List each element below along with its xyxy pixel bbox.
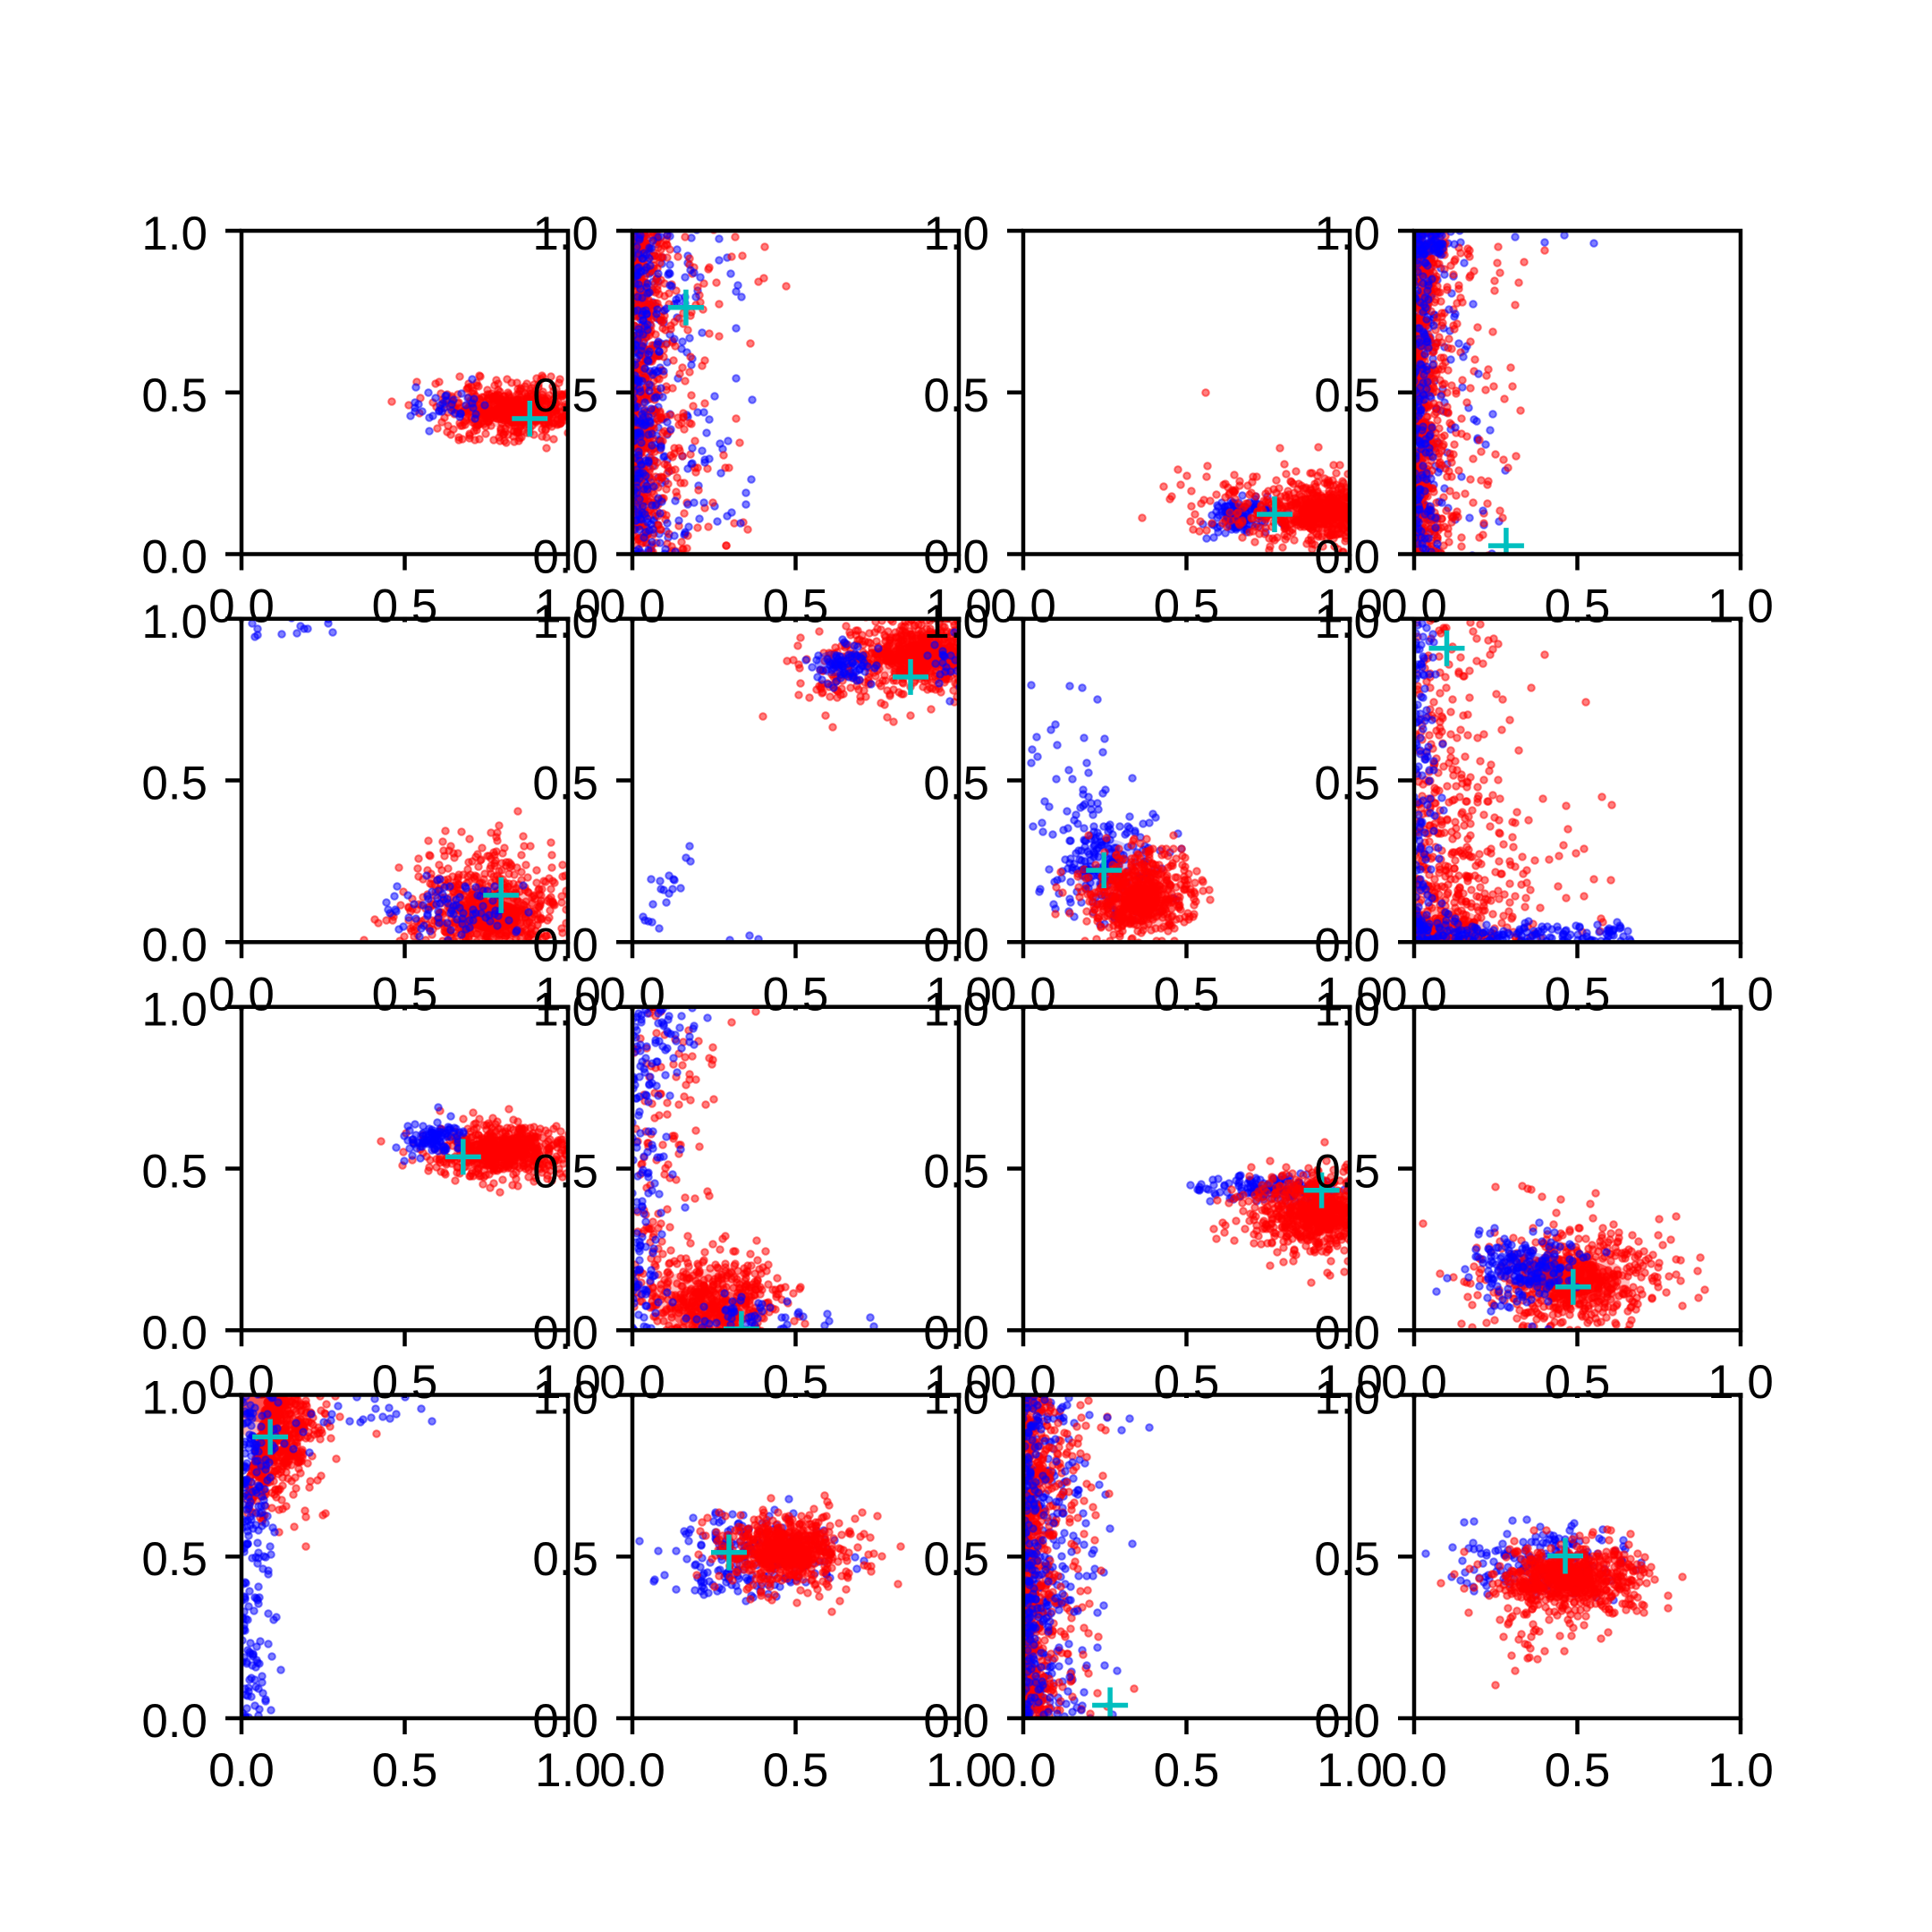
svg-text:0.5: 0.5 bbox=[763, 968, 829, 1021]
svg-text:0.5: 0.5 bbox=[532, 758, 598, 810]
svg-text:0.0: 0.0 bbox=[532, 919, 598, 971]
svg-text:0.0: 0.0 bbox=[1314, 1695, 1380, 1748]
svg-text:0.5: 0.5 bbox=[141, 1146, 208, 1199]
svg-text:0.5: 0.5 bbox=[532, 369, 598, 422]
svg-text:0.0: 0.0 bbox=[1314, 919, 1380, 971]
svg-text:1.0: 1.0 bbox=[141, 984, 208, 1037]
svg-text:1.0: 1.0 bbox=[1317, 1744, 1383, 1797]
svg-text:0.5: 0.5 bbox=[923, 758, 989, 810]
svg-text:1.0: 1.0 bbox=[532, 984, 598, 1037]
svg-text:1.0: 1.0 bbox=[535, 1744, 601, 1797]
svg-text:0.5: 0.5 bbox=[1545, 580, 1611, 633]
svg-text:0.5: 0.5 bbox=[763, 1744, 829, 1797]
svg-text:0.5: 0.5 bbox=[763, 580, 829, 633]
svg-text:0.5: 0.5 bbox=[763, 1356, 829, 1409]
svg-text:0.5: 0.5 bbox=[923, 1146, 989, 1199]
svg-text:0.5: 0.5 bbox=[1154, 1744, 1220, 1797]
svg-text:0.5: 0.5 bbox=[141, 369, 208, 422]
svg-text:0.0: 0.0 bbox=[923, 1695, 989, 1748]
svg-text:1.0: 1.0 bbox=[1314, 1372, 1380, 1425]
svg-text:0.0: 0.0 bbox=[923, 531, 989, 584]
svg-text:0.5: 0.5 bbox=[532, 1146, 598, 1199]
svg-text:0.5: 0.5 bbox=[1314, 758, 1380, 810]
svg-text:0.0: 0.0 bbox=[1314, 531, 1380, 584]
svg-text:0.0: 0.0 bbox=[532, 531, 598, 584]
svg-text:0.5: 0.5 bbox=[532, 1533, 598, 1586]
svg-text:0.5: 0.5 bbox=[923, 369, 989, 422]
svg-text:0.5: 0.5 bbox=[1314, 1533, 1380, 1586]
svg-text:1.0: 1.0 bbox=[532, 1372, 598, 1425]
svg-text:0.5: 0.5 bbox=[1545, 1744, 1611, 1797]
svg-text:0.0: 0.0 bbox=[923, 919, 989, 971]
svg-text:0.5: 0.5 bbox=[923, 1533, 989, 1586]
svg-text:0.0: 0.0 bbox=[141, 531, 208, 584]
svg-text:0.0: 0.0 bbox=[532, 1695, 598, 1748]
svg-text:0.0: 0.0 bbox=[532, 1307, 598, 1360]
svg-text:0.0: 0.0 bbox=[141, 919, 208, 971]
svg-text:0.0: 0.0 bbox=[141, 1307, 208, 1360]
svg-text:0.0: 0.0 bbox=[599, 1744, 665, 1797]
svg-text:0.0: 0.0 bbox=[1314, 1307, 1380, 1360]
svg-text:1.0: 1.0 bbox=[532, 596, 598, 648]
svg-text:1.0: 1.0 bbox=[532, 208, 598, 260]
svg-text:0.5: 0.5 bbox=[141, 758, 208, 810]
svg-text:0.0: 0.0 bbox=[141, 1695, 208, 1748]
svg-text:1.0: 1.0 bbox=[141, 596, 208, 648]
svg-text:0.5: 0.5 bbox=[1314, 369, 1380, 422]
svg-text:1.0: 1.0 bbox=[923, 1372, 989, 1425]
svg-text:1.0: 1.0 bbox=[923, 208, 989, 260]
svg-text:0.5: 0.5 bbox=[1545, 1356, 1611, 1409]
svg-text:0.5: 0.5 bbox=[372, 580, 438, 633]
svg-text:1.0: 1.0 bbox=[141, 208, 208, 260]
svg-text:0.5: 0.5 bbox=[1154, 580, 1220, 633]
svg-text:0.5: 0.5 bbox=[1545, 968, 1611, 1021]
svg-text:1.0: 1.0 bbox=[1314, 984, 1380, 1037]
svg-text:0.5: 0.5 bbox=[141, 1533, 208, 1586]
svg-text:0.5: 0.5 bbox=[372, 968, 438, 1021]
svg-text:0.0: 0.0 bbox=[923, 1307, 989, 1360]
svg-text:0.0: 0.0 bbox=[208, 1744, 275, 1797]
svg-text:0.5: 0.5 bbox=[372, 1744, 438, 1797]
svg-text:1.0: 1.0 bbox=[1707, 1744, 1774, 1797]
svg-text:0.5: 0.5 bbox=[1154, 1356, 1220, 1409]
svg-text:1.0: 1.0 bbox=[926, 1744, 992, 1797]
svg-text:1.0: 1.0 bbox=[1314, 596, 1380, 648]
svg-text:1.0: 1.0 bbox=[923, 984, 989, 1037]
svg-text:0.5: 0.5 bbox=[1314, 1146, 1380, 1199]
svg-text:1.0: 1.0 bbox=[1314, 208, 1380, 260]
svg-text:0.5: 0.5 bbox=[1154, 968, 1220, 1021]
svg-text:1.0: 1.0 bbox=[141, 1372, 208, 1425]
svg-text:0.0: 0.0 bbox=[1381, 1744, 1447, 1797]
svg-text:1.0: 1.0 bbox=[923, 596, 989, 648]
svg-text:0.0: 0.0 bbox=[990, 1744, 1056, 1797]
